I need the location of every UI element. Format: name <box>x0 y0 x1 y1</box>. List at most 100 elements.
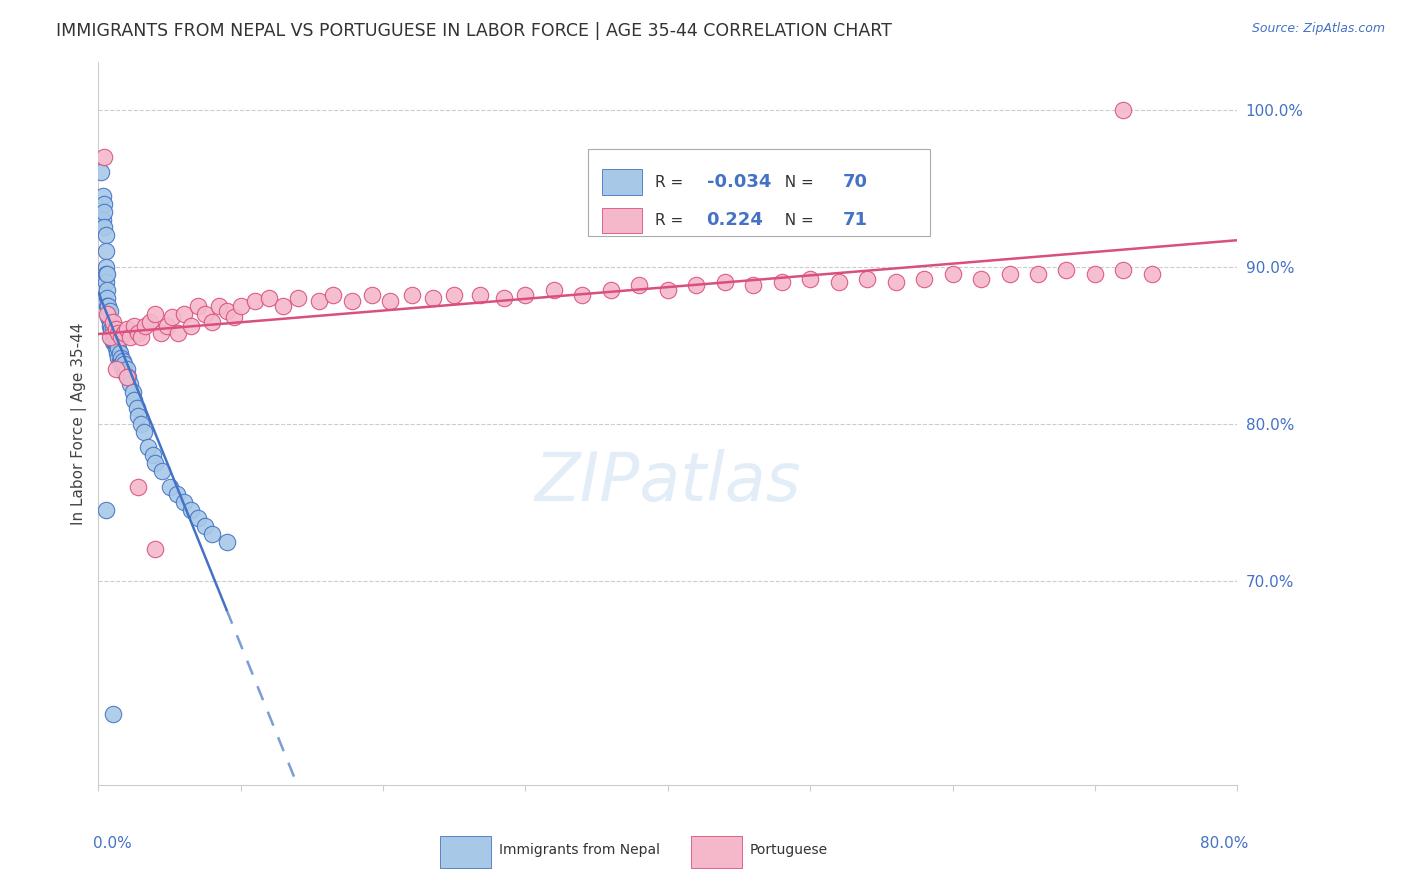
Point <box>127 479 149 493</box>
Point <box>468 288 491 302</box>
Point <box>105 346 128 360</box>
Point <box>1056 262 1078 277</box>
Point <box>136 440 159 454</box>
Point <box>94 503 117 517</box>
Point <box>494 291 516 305</box>
Text: R =: R = <box>655 212 693 227</box>
Point <box>132 425 155 439</box>
Point <box>799 272 821 286</box>
Text: 0.224: 0.224 <box>707 211 763 229</box>
Point <box>104 330 127 344</box>
Point <box>91 189 114 203</box>
Point <box>105 338 128 352</box>
Point <box>107 341 129 355</box>
Point <box>145 307 167 321</box>
Point <box>194 518 217 533</box>
Point <box>322 288 344 302</box>
Point <box>1084 268 1107 282</box>
Point <box>97 299 120 313</box>
Text: N =: N = <box>775 175 818 190</box>
Point <box>180 503 202 517</box>
Point <box>942 268 965 282</box>
Point <box>110 330 132 344</box>
Point <box>121 385 143 400</box>
Text: Source: ZipAtlas.com: Source: ZipAtlas.com <box>1251 22 1385 36</box>
Point <box>107 326 129 340</box>
Point <box>118 330 141 344</box>
Point <box>1112 262 1135 277</box>
Point <box>127 326 149 340</box>
Point <box>98 315 121 329</box>
Point <box>97 310 120 324</box>
Point <box>100 326 122 340</box>
FancyBboxPatch shape <box>602 208 641 233</box>
FancyBboxPatch shape <box>588 149 929 235</box>
Point <box>112 326 135 340</box>
Text: 80.0%: 80.0% <box>1201 836 1249 851</box>
Point <box>229 299 252 313</box>
Point <box>101 326 124 340</box>
Point <box>215 534 238 549</box>
Point <box>122 393 145 408</box>
Point <box>100 322 122 336</box>
Text: ZIPatlas: ZIPatlas <box>534 449 801 515</box>
Point <box>97 307 120 321</box>
Point <box>101 334 124 349</box>
Point <box>401 288 423 302</box>
Point <box>1026 268 1049 282</box>
Point <box>380 294 402 309</box>
Point <box>118 377 141 392</box>
Point <box>93 196 115 211</box>
Point <box>134 319 156 334</box>
Point <box>1140 268 1163 282</box>
Point <box>110 357 132 371</box>
Point <box>94 244 117 258</box>
Point <box>94 228 117 243</box>
Point <box>111 361 134 376</box>
Point <box>156 319 179 334</box>
Point <box>115 361 138 376</box>
Point <box>104 338 127 352</box>
Point <box>93 150 115 164</box>
Point <box>103 326 125 340</box>
Point <box>215 303 238 318</box>
Point <box>129 330 152 344</box>
Point <box>100 330 122 344</box>
Point <box>101 330 124 344</box>
Point <box>884 276 907 290</box>
Point <box>145 456 167 470</box>
Point <box>110 351 132 365</box>
Point <box>273 299 295 313</box>
Text: N =: N = <box>775 212 818 227</box>
Point <box>600 283 623 297</box>
Point <box>259 291 281 305</box>
Point <box>104 361 127 376</box>
Point <box>114 367 136 381</box>
Point <box>828 276 851 290</box>
Point <box>107 351 129 365</box>
Point <box>93 220 115 235</box>
Point <box>108 346 131 360</box>
Point <box>145 542 167 557</box>
Point <box>115 369 138 384</box>
Point <box>571 288 593 302</box>
Text: -0.034: -0.034 <box>707 173 770 191</box>
Text: IMMIGRANTS FROM NEPAL VS PORTUGUESE IN LABOR FORCE | AGE 35-44 CORRELATION CHART: IMMIGRANTS FROM NEPAL VS PORTUGUESE IN L… <box>56 22 893 40</box>
Point <box>98 319 121 334</box>
Point <box>94 268 117 282</box>
Point <box>111 354 134 368</box>
Point <box>104 322 127 336</box>
Y-axis label: In Labor Force | Age 35-44: In Labor Force | Age 35-44 <box>72 323 87 524</box>
Point <box>96 307 118 321</box>
Point <box>657 283 679 297</box>
Text: 70: 70 <box>844 173 869 191</box>
Point <box>150 326 173 340</box>
Point <box>770 276 793 290</box>
Point <box>125 401 148 415</box>
Point <box>96 268 118 282</box>
Point <box>543 283 565 297</box>
Text: 0.0%: 0.0% <box>93 836 132 851</box>
Text: R =: R = <box>655 175 689 190</box>
Point <box>173 495 195 509</box>
Point <box>94 276 117 290</box>
